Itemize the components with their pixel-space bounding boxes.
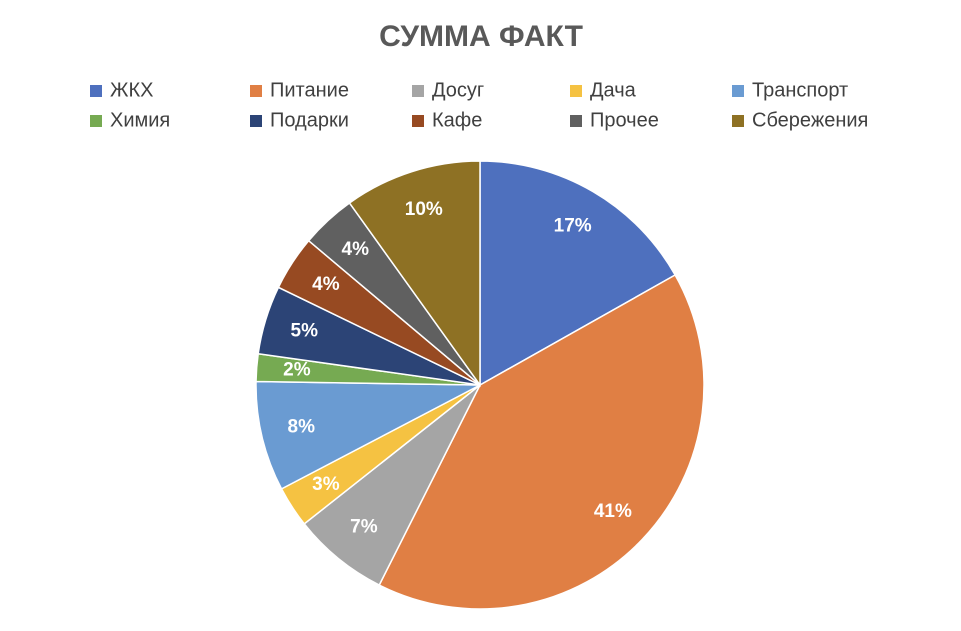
- data-label: 2%: [283, 360, 311, 381]
- data-label: 3%: [312, 474, 340, 495]
- pie-slice: [348, 160, 481, 388]
- legend-label: ЖКХ: [110, 79, 153, 101]
- chart-title: СУММА ФАКТ: [379, 20, 583, 53]
- legend-label: Досуг: [432, 79, 484, 101]
- legend-swatch: [250, 85, 262, 97]
- legend-swatch: [90, 115, 102, 127]
- legend-label: Питание: [270, 79, 349, 101]
- legend-label: Сбережения: [752, 109, 868, 131]
- legend-label: Прочее: [590, 109, 659, 131]
- legend-label: Дача: [590, 79, 637, 101]
- legend-swatch: [732, 85, 744, 97]
- legend-label: Транспорт: [752, 79, 848, 101]
- data-label: 41%: [594, 501, 632, 522]
- data-label: 8%: [288, 416, 316, 437]
- data-label: 10%: [405, 199, 443, 220]
- data-label: 5%: [291, 321, 319, 342]
- legend-swatch: [570, 115, 582, 127]
- legend-swatch: [570, 85, 582, 97]
- legend-swatch: [732, 115, 744, 127]
- data-label: 7%: [350, 516, 378, 537]
- legend-swatch: [90, 85, 102, 97]
- legend-label: Химия: [110, 109, 170, 131]
- pie-slice: [378, 273, 705, 610]
- data-label: 4%: [342, 239, 370, 260]
- legend-label: Подарки: [270, 109, 349, 131]
- pie-slice: [479, 160, 677, 387]
- legend-swatch: [412, 85, 424, 97]
- data-label: 4%: [312, 274, 340, 295]
- legend-label: Кафе: [432, 109, 482, 131]
- data-label: 17%: [554, 215, 592, 236]
- legend-swatch: [250, 115, 262, 127]
- pie-slice: [255, 380, 481, 490]
- legend-swatch: [412, 115, 424, 127]
